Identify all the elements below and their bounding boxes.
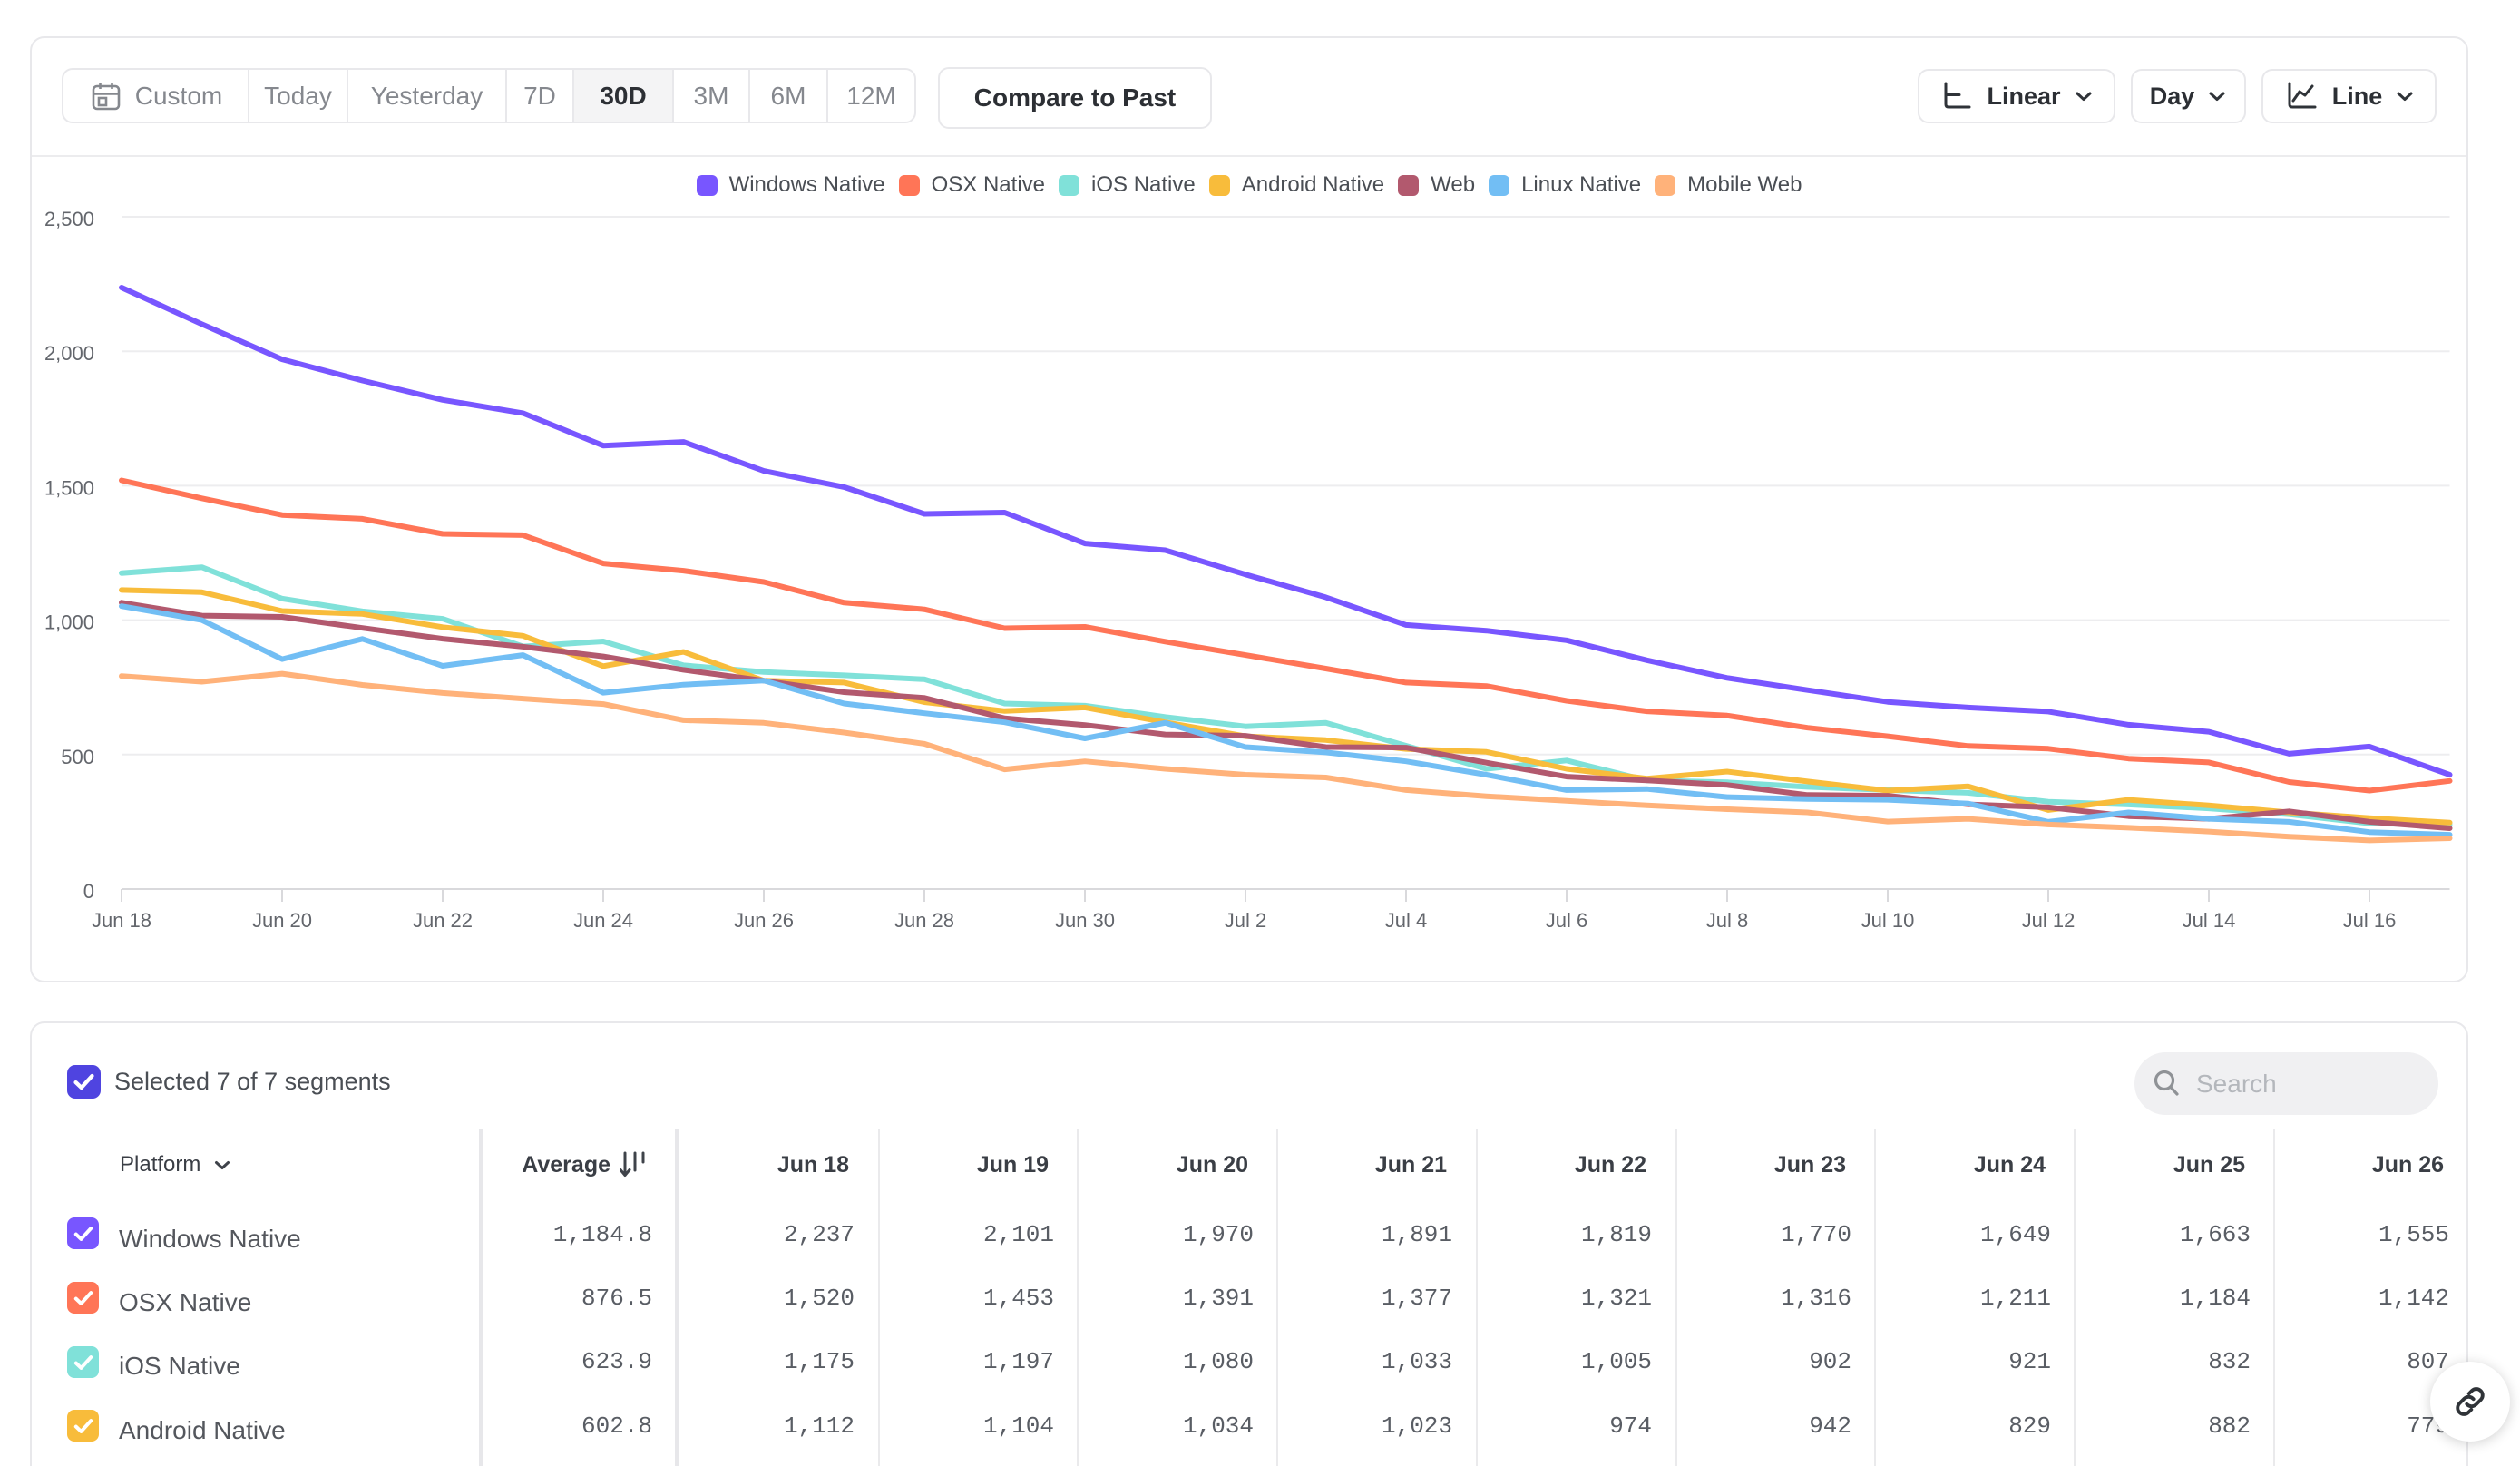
- svg-text:Jun 18: Jun 18: [92, 909, 151, 932]
- svg-text:Jun 26: Jun 26: [734, 909, 794, 932]
- svg-text:Jul 14: Jul 14: [2183, 909, 2236, 932]
- svg-text:1,000: 1,000: [44, 611, 94, 634]
- svg-text:Jul 12: Jul 12: [2022, 909, 2076, 932]
- svg-text:Jul 2: Jul 2: [1225, 909, 1266, 932]
- svg-text:Jul 8: Jul 8: [1706, 909, 1748, 932]
- svg-text:500: 500: [61, 746, 94, 768]
- svg-text:Jun 20: Jun 20: [252, 909, 312, 932]
- svg-text:Jul 4: Jul 4: [1385, 909, 1427, 932]
- svg-text:Jun 30: Jun 30: [1055, 909, 1115, 932]
- svg-text:Jun 22: Jun 22: [413, 909, 473, 932]
- svg-text:Jul 10: Jul 10: [1861, 909, 1915, 932]
- svg-text:Jun 28: Jun 28: [894, 909, 954, 932]
- svg-text:1,500: 1,500: [44, 476, 94, 499]
- svg-text:Jun 24: Jun 24: [573, 909, 633, 932]
- svg-text:2,500: 2,500: [44, 208, 94, 230]
- svg-text:2,000: 2,000: [44, 342, 94, 365]
- svg-text:Jul 6: Jul 6: [1546, 909, 1587, 932]
- svg-text:Jul 16: Jul 16: [2343, 909, 2397, 932]
- svg-text:0: 0: [83, 880, 94, 903]
